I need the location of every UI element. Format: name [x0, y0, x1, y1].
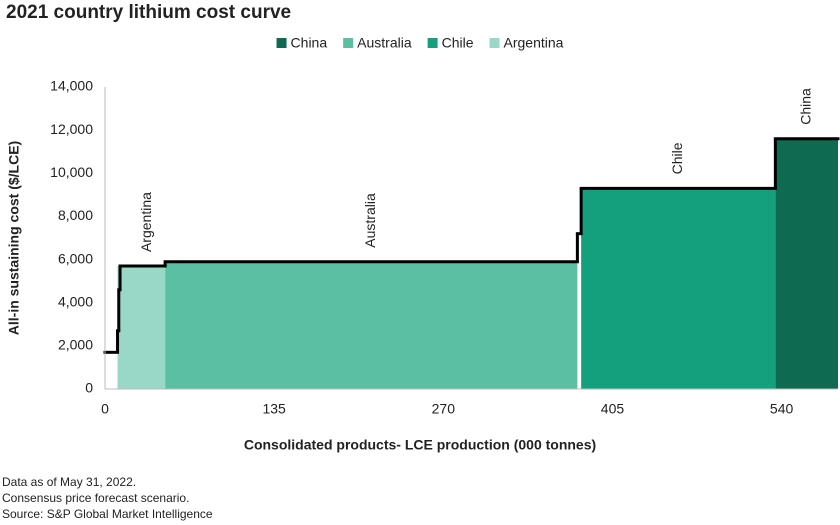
legend-swatch [427, 38, 438, 48]
y-axis-title: All-in sustaining cost ($/LCE) [6, 141, 22, 335]
legend-label: Australia [357, 35, 412, 51]
y-tick-label: 2,000 [58, 337, 93, 353]
x-tick-label: 0 [101, 401, 109, 417]
legend-swatch [343, 38, 354, 48]
y-tick-label: 4,000 [58, 293, 93, 309]
legend-item: Australia [343, 35, 412, 51]
y-tick-label: 6,000 [58, 250, 93, 266]
bar-label: Chile [669, 142, 685, 174]
legend-item: Argentina [489, 35, 564, 51]
x-axis-title: Consolidated products- LCE production (0… [244, 437, 596, 453]
bar-label: Argentina [138, 192, 154, 252]
legend-swatch [489, 38, 500, 48]
x-tick-label: 540 [770, 401, 794, 417]
legend-label: Chile [442, 35, 474, 51]
chart-title: 2021 country lithium cost curve [6, 2, 291, 23]
y-tick-label: 14,000 [50, 78, 93, 94]
legend-item: China [276, 35, 328, 51]
bar [581, 188, 776, 389]
y-tick-label: 12,000 [50, 121, 93, 137]
legend-swatch [276, 38, 287, 48]
footnote: Source: S&P Global Market Intelligence [2, 507, 213, 521]
footnote: Data as of May 31, 2022. [2, 475, 136, 489]
x-tick-label: 270 [432, 401, 456, 417]
footnote: Consensus price forecast scenario. [2, 491, 189, 505]
bar [117, 266, 166, 389]
y-tick-label: 8,000 [58, 207, 93, 223]
bar [775, 138, 838, 389]
bar [165, 261, 578, 389]
y-tick-label: 10,000 [50, 164, 93, 180]
legend-item: Chile [427, 35, 474, 51]
bar-label: China [797, 88, 813, 125]
bar-label: Australia [362, 193, 378, 248]
legend-label: China [291, 35, 328, 51]
legend-label: Argentina [504, 35, 564, 51]
x-tick-label: 135 [262, 401, 286, 417]
x-tick-label: 405 [601, 401, 625, 417]
y-tick-label: 0 [85, 380, 93, 396]
